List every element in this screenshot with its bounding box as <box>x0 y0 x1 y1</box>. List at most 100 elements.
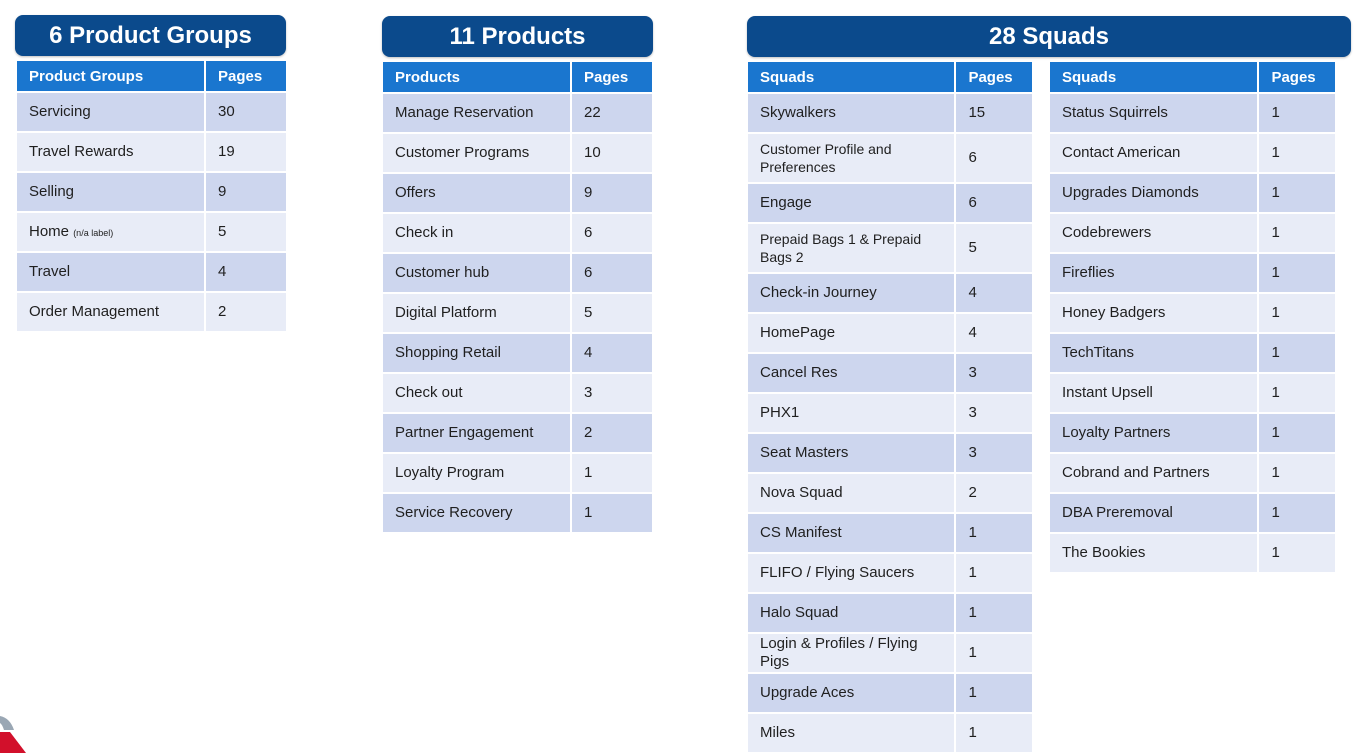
page-count: 6 <box>572 214 652 252</box>
table-row: Contact American 1 <box>1050 134 1335 172</box>
table-row: Nova Squad 2 <box>748 474 1032 512</box>
table-row: Upgrades Diamonds 1 <box>1050 174 1335 212</box>
squad-name: Skywalkers <box>748 94 955 132</box>
squad-name: CS Manifest <box>748 514 955 552</box>
table-row: Travel Rewards 19 <box>17 133 286 171</box>
page-count: 1 <box>1259 374 1335 412</box>
squads-banner: 28 Squads <box>747 16 1351 57</box>
squad-name: Check-in Journey <box>748 274 955 312</box>
page-count: 3 <box>956 394 1032 432</box>
page-count: 2 <box>572 414 652 452</box>
squad-name: Loyalty Partners <box>1050 414 1258 452</box>
table-row: Halo Squad 1 <box>748 594 1032 632</box>
page-count: 1 <box>956 514 1032 552</box>
column-header: Squads <box>1050 62 1258 92</box>
squad-name: Honey Badgers <box>1050 294 1258 332</box>
product-name: Service Recovery <box>383 494 570 532</box>
table-row: Fireflies 1 <box>1050 254 1335 292</box>
product-name: Shopping Retail <box>383 334 570 372</box>
squads-table-right: Squads Pages Status Squirrels 1 Contact A… <box>1048 60 1337 574</box>
product-name: Loyalty Program <box>383 454 570 492</box>
page-count: 22 <box>572 94 652 132</box>
page-count: 1 <box>956 554 1032 592</box>
squads-table-left: Squads Pages Skywalkers 15 Customer Profi… <box>746 60 1034 754</box>
table-row: FLIFO / Flying Saucers 1 <box>748 554 1032 592</box>
table-row: Status Squirrels 1 <box>1050 94 1335 132</box>
table-row: The Bookies 1 <box>1050 534 1335 572</box>
table-row: Loyalty Partners 1 <box>1050 414 1335 452</box>
squad-name: Upgrades Diamonds <box>1050 174 1258 212</box>
table-row: Travel 4 <box>17 253 286 291</box>
table-row: DBA Preremoval 1 <box>1050 494 1335 532</box>
table-row: Check in 6 <box>383 214 652 252</box>
page-count: 1 <box>1259 214 1335 252</box>
page-count: 1 <box>1259 134 1335 172</box>
page-count: 6 <box>956 134 1032 182</box>
table-row: Digital Platform 5 <box>383 294 652 332</box>
page-count: 3 <box>956 354 1032 392</box>
page-count: 1 <box>572 454 652 492</box>
page-count: 2 <box>206 293 286 331</box>
squad-name: Halo Squad <box>748 594 955 632</box>
table-row: Login & Profiles / Flying Pigs 1 <box>748 634 1032 672</box>
page-count: 5 <box>572 294 652 332</box>
page-count: 1 <box>956 714 1032 752</box>
squad-name: Status Squirrels <box>1050 94 1258 132</box>
squad-name: FLIFO / Flying Saucers <box>748 554 955 592</box>
page-count: 2 <box>956 474 1032 512</box>
page-count: 4 <box>956 314 1032 352</box>
squad-name: Prepaid Bags 1 & Prepaid Bags 2 <box>748 224 955 272</box>
table-header-row: Squads Pages <box>1050 62 1335 92</box>
group-note: (n/a label) <box>73 227 114 238</box>
product-name: Digital Platform <box>383 294 570 332</box>
page-count: 5 <box>206 213 286 251</box>
table-row: Offers 9 <box>383 174 652 212</box>
column-header: Pages <box>1259 62 1335 92</box>
table-row: Customer Programs 10 <box>383 134 652 172</box>
page-count: 6 <box>572 254 652 292</box>
page-count: 5 <box>956 224 1032 272</box>
page-count: 4 <box>206 253 286 291</box>
column-header: Pages <box>572 62 652 92</box>
squad-name: Login & Profiles / Flying Pigs <box>748 634 955 672</box>
squad-name: Instant Upsell <box>1050 374 1258 412</box>
squad-name: Engage <box>748 184 955 222</box>
page-count: 1 <box>956 594 1032 632</box>
group-name: Servicing <box>17 93 204 131</box>
table-header-row: Product Groups Pages <box>17 61 286 91</box>
product-groups-banner: 6 Product Groups <box>15 15 286 56</box>
table-row: Selling 9 <box>17 173 286 211</box>
product-name: Check out <box>383 374 570 412</box>
table-row: Customer hub 6 <box>383 254 652 292</box>
product-name: Partner Engagement <box>383 414 570 452</box>
table-row: Instant Upsell 1 <box>1050 374 1335 412</box>
table-row: Miles 1 <box>748 714 1032 752</box>
group-name: Home <box>29 222 70 240</box>
table-row: Customer Profile and Preferences 6 <box>748 134 1032 182</box>
page-count: 1 <box>1259 334 1335 372</box>
product-name: Offers <box>383 174 570 212</box>
product-groups-table: Product Groups Pages Servicing 30 Travel … <box>15 59 288 333</box>
products-banner: 11 Products <box>382 16 653 57</box>
page-count: 4 <box>956 274 1032 312</box>
page-count: 10 <box>572 134 652 172</box>
table-row: Seat Masters 3 <box>748 434 1032 472</box>
page-count: 1 <box>1259 94 1335 132</box>
table-row: HomePage 4 <box>748 314 1032 352</box>
table-row: Servicing 30 <box>17 93 286 131</box>
squad-name: DBA Preremoval <box>1050 494 1258 532</box>
table-row: Codebrewers 1 <box>1050 214 1335 252</box>
group-name: Selling <box>17 173 204 211</box>
page-count: 1 <box>1259 454 1335 492</box>
page-count: 6 <box>956 184 1032 222</box>
page-count: 1 <box>572 494 652 532</box>
table-row: Upgrade Aces 1 <box>748 674 1032 712</box>
group-name: Travel <box>17 253 204 291</box>
squad-name: Upgrade Aces <box>748 674 955 712</box>
group-name-cell: Home (n/a label) <box>17 213 204 251</box>
product-name: Customer Programs <box>383 134 570 172</box>
table-row: Shopping Retail 4 <box>383 334 652 372</box>
page-count: 19 <box>206 133 286 171</box>
page-count: 1 <box>1259 534 1335 572</box>
